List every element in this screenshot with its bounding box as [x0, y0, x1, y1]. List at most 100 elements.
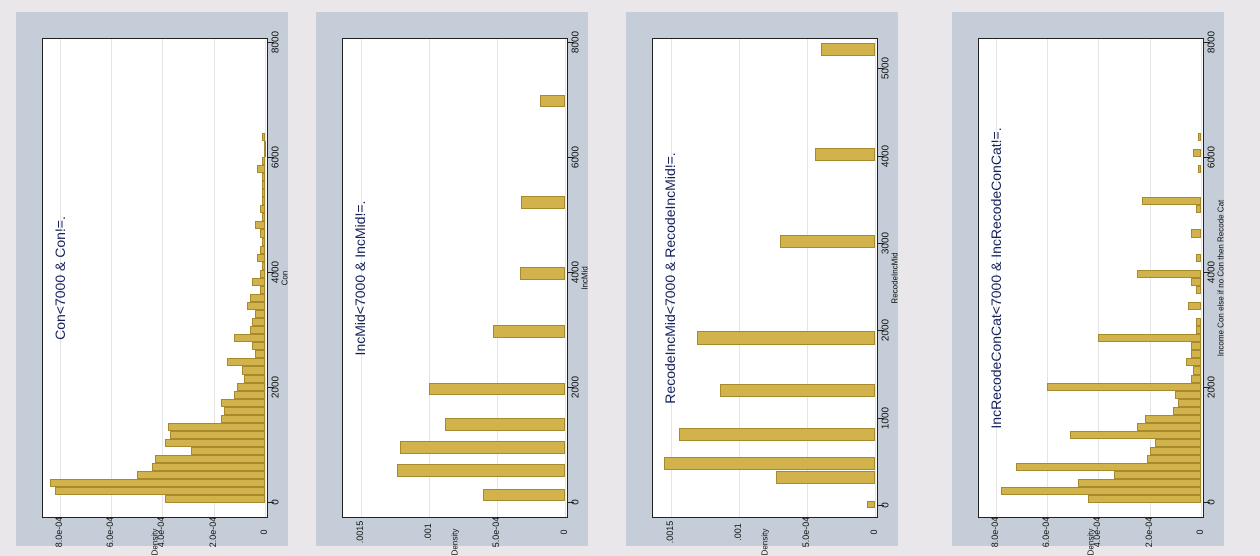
gridline: [565, 39, 566, 517]
histogram-bar: [815, 147, 875, 161]
histogram-bar: [1195, 205, 1201, 214]
gridline: [670, 39, 672, 517]
chart-title-text: RecodeIncMid<7000 & RecodeIncMid!=.: [662, 152, 678, 404]
histogram-bar: [164, 495, 265, 504]
x-axis-label: RecodeIncMid: [890, 252, 900, 304]
histogram-bar: [1198, 165, 1201, 174]
gridline: [1047, 39, 1049, 517]
histogram-bar: [259, 229, 265, 238]
histogram-bar: [262, 181, 265, 190]
histogram-bar: [397, 464, 565, 477]
y-axis-label: Density: [760, 528, 770, 556]
histogram-bar: [492, 325, 565, 338]
histogram-bar: [236, 382, 265, 391]
histogram-bar: [164, 439, 265, 448]
panel-1: Con<7000 & Con!=. 0 2000 4000 6000 8000 Con 0 2.…: [16, 12, 290, 555]
histogram-bar: [136, 471, 265, 480]
histogram-bar: [1098, 334, 1201, 343]
x-tick-mark: [1204, 502, 1210, 504]
gridline: [59, 39, 61, 517]
histogram-bar: [1190, 277, 1201, 286]
gridline: [875, 39, 876, 517]
histogram-bar: [1047, 382, 1201, 391]
histogram-bar: [262, 213, 265, 222]
plot-area: [652, 38, 878, 518]
histogram-bar: [259, 205, 265, 214]
histogram-bar: [1190, 350, 1201, 359]
histogram-bar: [223, 406, 265, 415]
gridline: [995, 39, 997, 517]
x-tick-mark: [878, 505, 884, 507]
x-tick-mark: [568, 157, 574, 159]
histogram-bar: [262, 197, 265, 206]
histogram-bar: [719, 383, 875, 397]
x-tick-mark: [878, 155, 884, 157]
histogram-bar: [866, 501, 875, 508]
x-axis-label: Income Con else if no Con then Recode Ca…: [1216, 199, 1226, 357]
x-tick-mark: [878, 243, 884, 245]
x-tick-mark: [1204, 272, 1210, 274]
chart-title: IncMid<7000 & IncMid!=.: [342, 38, 372, 518]
histogram-bar: [400, 441, 565, 454]
histogram-bar: [678, 427, 875, 441]
histogram-bar: [247, 302, 265, 311]
histogram-bar: [262, 261, 265, 270]
histogram-bar: [696, 331, 875, 345]
gridline: [162, 39, 164, 517]
panel-3: RecodeIncMid<7000 & RecodeIncMid!=. 0 1000…: [626, 12, 900, 555]
x-tick-mark: [268, 502, 274, 504]
histogram-bar: [263, 148, 266, 157]
x-tick-mark: [1204, 42, 1210, 43]
histogram-bar: [779, 235, 875, 249]
histogram-bar: [262, 173, 265, 182]
gridline: [738, 39, 740, 517]
histogram-bar: [54, 487, 265, 496]
histogram-bar: [1195, 285, 1201, 294]
histogram-bar: [520, 267, 565, 281]
histogram-bar: [1016, 463, 1201, 472]
y-tick-label: .001: [732, 523, 743, 541]
histogram-bar: [1193, 366, 1201, 375]
x-axis-label: IncMid: [580, 266, 590, 290]
y-tick-label: 6.0e-04: [1041, 516, 1052, 548]
histogram-bar: [1195, 318, 1201, 327]
histogram-bar: [1195, 253, 1201, 262]
x-tick-mark: [568, 502, 574, 504]
histogram-bar: [1177, 398, 1201, 407]
histogram-bar: [259, 269, 265, 278]
y-tick-label: .0015: [354, 520, 365, 544]
y-tick-label: 0: [869, 529, 879, 535]
y-axis-label: Density: [450, 528, 460, 556]
histogram-bar: [234, 390, 265, 399]
x-tick-mark: [268, 387, 274, 389]
histogram-bar: [775, 471, 875, 485]
panel-4: IncRecodeConCat<7000 & IncRecodeConCat!=…: [952, 12, 1226, 555]
gridline: [806, 39, 808, 517]
histogram-bar: [190, 447, 265, 456]
histogram-bar: [263, 140, 266, 149]
histogram-bar: [1136, 269, 1201, 278]
chart-title-text: IncRecodeConCat<7000 & IncRecodeConCat!=…: [988, 127, 1004, 429]
histogram-bar: [820, 43, 875, 57]
y-tick-label: 0: [259, 529, 269, 535]
y-tick-label: 6.0e-04: [105, 516, 116, 548]
histogram-bar: [244, 374, 265, 383]
histogram-bar: [254, 350, 265, 359]
histogram-bar: [1088, 495, 1201, 504]
y-axis-label: Density: [150, 528, 160, 556]
x-tick-mark: [878, 417, 884, 419]
histogram-bar: [1172, 406, 1201, 415]
chart-title-text: IncMid<7000 & IncMid!=.: [352, 200, 368, 356]
y-tick-label: 5.0e-04: [800, 516, 811, 548]
y-tick-label: 5.0e-04: [490, 516, 501, 548]
histogram-bar: [252, 318, 265, 327]
histogram-bar: [445, 418, 565, 431]
histogram-bar: [1144, 414, 1201, 423]
histogram-bar: [249, 293, 265, 302]
histogram-bar: [152, 463, 265, 472]
histogram-bar: [170, 430, 265, 439]
histogram-bar: [167, 422, 265, 431]
gridline: [1098, 39, 1100, 517]
histogram-bar: [1188, 302, 1201, 311]
histogram-bar: [1154, 439, 1201, 448]
